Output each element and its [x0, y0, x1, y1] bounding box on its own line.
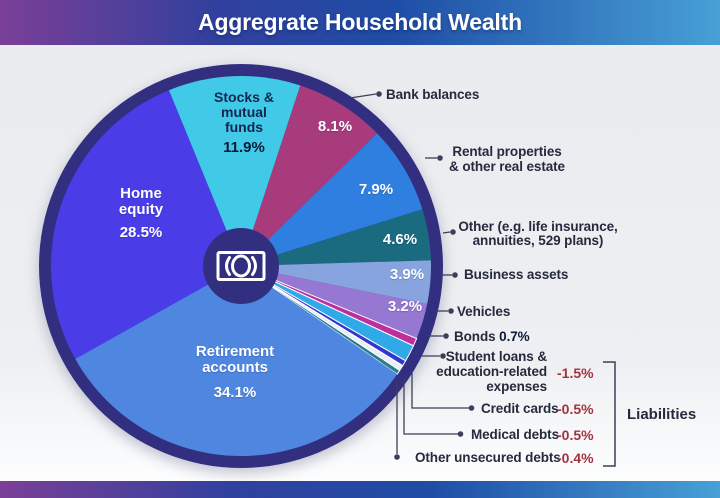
slice-pct-rental: 7.9%	[358, 181, 394, 198]
bonds-value: 0.7%	[499, 329, 530, 344]
student-loans-value: -1.5%	[557, 365, 594, 381]
title-bar: Aggregrate Household Wealth	[0, 0, 720, 45]
pie-slice-stocks-mutual-funds	[168, 76, 301, 266]
pie-slice-business-assets	[241, 260, 431, 305]
callout-medical-debts: Medical debts	[471, 427, 559, 442]
pie-slice-home-equity	[51, 90, 241, 359]
pie-center-hub	[203, 228, 279, 304]
slice-label-stocks: Stocks & mutual funds 11.9%	[214, 89, 274, 157]
pie-slice-rental-properties-other-real-estate	[241, 133, 423, 266]
pie-slice-bank-balances	[241, 85, 378, 266]
slice-label-retirement: Retirement accounts 34.1%	[195, 343, 275, 402]
callout-student-loans: Student loans & education-related expens…	[436, 349, 547, 394]
pie-slice-other-e-g-life-insurance-annuities-529-plans	[241, 209, 431, 266]
pie-slice-vehicles	[241, 266, 428, 339]
liabilities-bracket	[603, 361, 616, 467]
callout-rental-properties: Rental properties & other real estate	[449, 144, 565, 174]
callout-credit-cards: Credit cards	[481, 401, 559, 416]
callout-bonds: Bonds 0.7%	[454, 329, 530, 344]
footer-bar	[0, 481, 720, 498]
pie-slices	[51, 76, 431, 456]
money-icon	[216, 251, 266, 281]
page-title: Aggregrate Household Wealth	[198, 9, 522, 35]
slice-label-home-equity: Home equity 28.5%	[118, 185, 164, 242]
pie-slice-retirement-accounts	[75, 266, 398, 456]
slice-pct-business: 3.9%	[389, 266, 425, 283]
callout-business-assets: Business assets	[464, 267, 569, 282]
callout-bank-balances: Bank balances	[386, 87, 480, 102]
callout-other-unsecured: Other unsecured debts	[415, 450, 561, 465]
leader-lines	[349, 91, 475, 460]
medical-debts-value: -0.5%	[557, 427, 594, 443]
pie-slice-other-unsecured-debts	[240, 265, 401, 375]
callout-vehicles: Vehicles	[457, 304, 511, 319]
slice-pct-other: 4.6%	[382, 231, 418, 248]
other-unsecured-value: -0.4%	[557, 450, 594, 466]
callout-other-assets: Other (e.g. life insurance, annuities, 5…	[458, 219, 618, 248]
slice-pct-vehicles: 3.2%	[387, 298, 423, 315]
liabilities-group-label: Liabilities	[627, 406, 697, 423]
credit-cards-value: -0.5%	[557, 401, 594, 417]
slice-pct-bank: 8.1%	[317, 118, 353, 135]
